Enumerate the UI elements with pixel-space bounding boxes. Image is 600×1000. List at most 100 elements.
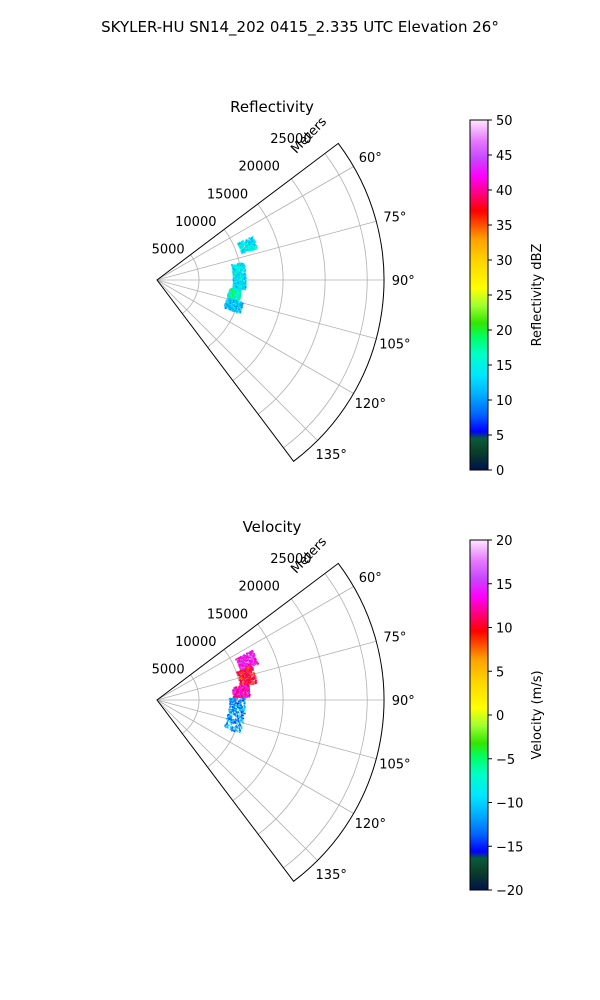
velocity-data-point — [245, 686, 247, 688]
velocity-data-point — [228, 716, 231, 718]
reflectivity-data-point — [238, 276, 240, 278]
reflectivity-data-point — [249, 249, 251, 251]
reflectivity-data-point — [228, 298, 230, 300]
reflectivity-data-point — [244, 250, 247, 253]
velocity-data-point — [250, 654, 252, 657]
reflectivity-polar-grid — [156, 153, 384, 449]
velocity-radial-tick-label: 20000 — [239, 580, 280, 595]
velocity-data-point — [243, 673, 246, 676]
velocity-data-point — [247, 679, 249, 681]
reflectivity-colorbar-tick-label: 50 — [496, 114, 513, 129]
velocity-data-point — [239, 708, 242, 711]
reflectivity-colorbar-tick-label: 15 — [496, 359, 513, 374]
velocity-data-point — [250, 672, 253, 674]
velocity-data-point — [243, 676, 245, 679]
velocity-azimuth-spoke — [156, 640, 377, 701]
velocity-colorbar-tick-label: 5 — [496, 665, 504, 680]
velocity-data-point — [250, 673, 252, 675]
velocity-data-point — [249, 675, 252, 677]
reflectivity-data-point — [237, 266, 239, 268]
reflectivity-data-point — [230, 309, 233, 311]
reflectivity-radial-tick-label: 15000 — [207, 187, 248, 202]
velocity-data-point — [233, 687, 236, 690]
reflectivity-data-point — [240, 302, 243, 304]
velocity-data-point — [243, 683, 246, 686]
velocity-data-point — [251, 660, 253, 662]
reflectivity-data-point — [228, 296, 230, 299]
velocity-data-point — [256, 662, 258, 665]
velocity-data-point — [235, 722, 238, 725]
reflectivity-data-point — [238, 302, 241, 305]
reflectivity-data-point — [245, 239, 248, 241]
reflectivity-angle-tick-label: 90° — [392, 274, 415, 289]
velocity-data-point — [232, 691, 235, 694]
velocity-data-point — [251, 678, 253, 681]
velocity-data-point — [252, 658, 255, 660]
velocity-data-point — [227, 717, 229, 719]
reflectivity-data-point — [229, 302, 231, 304]
reflectivity-data-point — [234, 299, 237, 302]
reflectivity-data-point — [227, 295, 229, 297]
reflectivity-data-point — [240, 270, 243, 273]
velocity-data-point — [241, 666, 244, 668]
velocity-data-point — [234, 720, 236, 723]
reflectivity-data-point — [232, 293, 234, 296]
velocity-data-point — [228, 715, 230, 717]
reflectivity-data-point — [235, 267, 237, 269]
reflectivity-data-point — [240, 264, 243, 267]
reflectivity-data-point — [239, 276, 241, 278]
reflectivity-data-point — [241, 240, 244, 243]
reflectivity-panel: Reflectivity 60° 75° 90° 105° 120° 135° 5000 10… — [152, 98, 545, 479]
reflectivity-radial-tick-label: 25000 — [270, 132, 311, 147]
velocity-data-point — [232, 713, 235, 715]
velocity-data-point — [245, 667, 247, 669]
velocity-data-point — [229, 721, 232, 723]
velocity-data-point — [250, 670, 252, 672]
velocity-colorbar-label: Velocity (m/s) — [530, 670, 545, 759]
velocity-data-point — [248, 666, 250, 669]
reflectivity-data-point — [242, 243, 245, 245]
reflectivity-data-point — [232, 309, 235, 312]
figure-suptitle: SKYLER-HU SN14_202 0415_2.335 UTC Elevat… — [101, 18, 499, 37]
reflectivity-data-point — [225, 302, 227, 305]
reflectivity-data-point — [240, 243, 242, 245]
velocity-data-point — [240, 719, 243, 722]
reflectivity-data-point — [239, 296, 241, 298]
velocity-data-point — [250, 683, 253, 685]
velocity-colorbar-scale — [469, 539, 489, 891]
reflectivity-range-ring — [182, 254, 200, 314]
velocity-data-point — [235, 707, 238, 710]
reflectivity-data-point — [236, 287, 239, 289]
reflectivity-data-point — [236, 294, 238, 297]
velocity-data-point — [226, 725, 229, 727]
velocity-data-point — [250, 660, 252, 662]
reflectivity-data-point — [237, 288, 240, 291]
reflectivity-radial-tick-label: 20000 — [239, 160, 280, 175]
reflectivity-data-point — [246, 249, 249, 252]
reflectivity-data-point — [237, 308, 240, 311]
velocity-data-point — [240, 675, 242, 677]
reflectivity-data-point — [237, 309, 239, 312]
velocity-data-point — [227, 726, 229, 729]
reflectivity-data-point — [243, 273, 246, 275]
reflectivity-data-point — [244, 278, 247, 281]
velocity-data-point — [244, 669, 247, 672]
velocity-data-point — [234, 694, 237, 697]
velocity-data-point — [255, 677, 257, 679]
reflectivity-data-point — [237, 301, 239, 303]
reflectivity-data-point — [227, 306, 230, 309]
reflectivity-data-point — [239, 285, 241, 288]
velocity-data-point — [254, 658, 256, 661]
reflectivity-data-point — [241, 246, 244, 249]
reflectivity-data-point — [241, 272, 244, 275]
velocity-data-point — [234, 710, 237, 712]
reflectivity-data-point — [247, 240, 250, 243]
reflectivity-data-point — [230, 300, 232, 303]
velocity-data-point — [251, 656, 254, 659]
velocity-radial-tick-label: 5000 — [152, 662, 185, 677]
velocity-data-point — [229, 702, 232, 704]
reflectivity-data-point — [251, 249, 253, 251]
velocity-data-point — [248, 654, 251, 657]
reflectivity-data-point — [240, 251, 243, 253]
velocity-data-point — [242, 682, 244, 685]
